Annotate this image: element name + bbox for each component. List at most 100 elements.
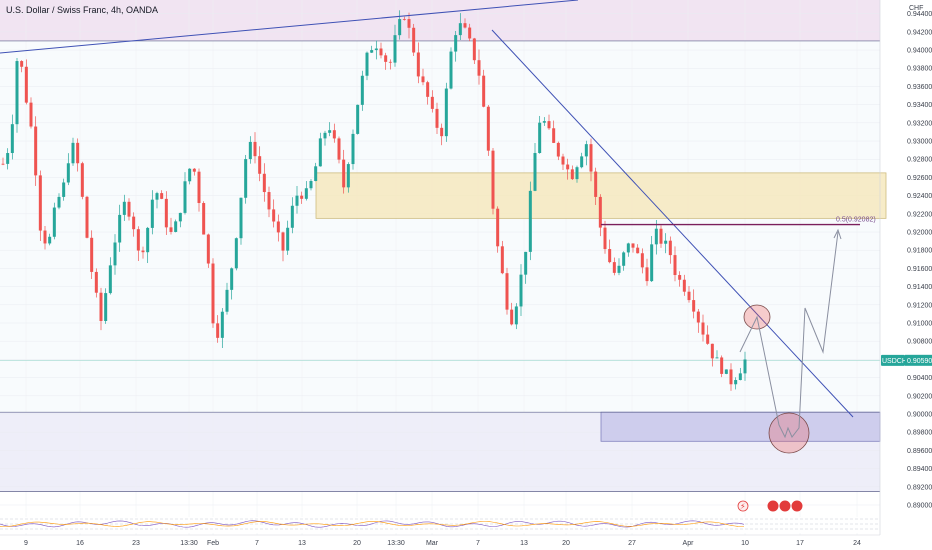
candle-body [552, 128, 556, 143]
time-tick-label: 13:30 [180, 540, 198, 547]
candle-body [402, 19, 406, 20]
candle-body [673, 255, 677, 276]
time-tick-label: 13:30 [387, 540, 405, 547]
candle-body [248, 141, 252, 160]
candle-body [253, 141, 257, 157]
candle-body [216, 323, 220, 338]
candle-body [491, 150, 495, 209]
candle-body [267, 192, 271, 210]
candle-body [356, 104, 360, 134]
candle-body [141, 250, 145, 253]
candle-body [430, 96, 434, 109]
candle-body [374, 48, 378, 51]
candle-body [538, 122, 542, 154]
candle-body [220, 311, 224, 338]
time-tick-label: 7 [255, 540, 259, 547]
price-tick-label: 0.92600 [907, 175, 932, 182]
candle-body [636, 247, 640, 254]
candle-body [650, 244, 654, 282]
candle-body [318, 138, 322, 167]
price-tick-label: 0.90000 [907, 412, 932, 419]
candle-body [598, 196, 602, 228]
price-tick-label: 0.91200 [907, 302, 932, 309]
candle-body [295, 195, 299, 206]
candle-body [365, 52, 369, 76]
time-tick-label: 23 [132, 540, 140, 547]
candle-body [510, 309, 514, 325]
candle-body [188, 168, 192, 182]
candle-body [570, 169, 574, 180]
candle-body [421, 76, 425, 83]
candle-body [80, 163, 84, 197]
candle-body [458, 23, 462, 36]
price-tick-label: 0.89600 [907, 448, 932, 455]
descending-trendline [491, 29, 854, 418]
mid-band [0, 40, 880, 413]
price-tick-label: 0.92400 [907, 193, 932, 200]
candle-body [258, 156, 262, 174]
ascending-trendline [0, 0, 579, 54]
candle-body [463, 23, 467, 28]
candle-body [580, 156, 584, 168]
price-tick-label: 0.94200 [907, 29, 932, 36]
candle-body [706, 334, 710, 344]
currency-label: CHF [909, 5, 923, 12]
candle-body [608, 249, 612, 263]
candle-body [696, 311, 700, 323]
candle-body [183, 181, 187, 213]
candle-body [281, 232, 285, 251]
candle-body [29, 102, 33, 127]
candle-body [575, 167, 579, 180]
candle-body [692, 300, 696, 312]
time-tick-label: 24 [853, 540, 861, 547]
candle-body [682, 279, 686, 292]
axis-background [880, 0, 932, 550]
price-tick-label: 0.89000 [907, 502, 932, 509]
time-tick-label: 27 [628, 540, 636, 547]
candle-body [90, 237, 94, 272]
candle-body [118, 214, 122, 243]
price-tick-label: 0.93200 [907, 120, 932, 127]
current-price-text: 0.90590 [907, 358, 932, 365]
upper-band [0, 0, 880, 41]
symbol-badge [881, 354, 905, 366]
demand-zone [600, 411, 881, 442]
candle-body [286, 227, 290, 251]
candle-body [234, 238, 238, 269]
projected-path [739, 231, 839, 439]
candle-body [454, 35, 458, 52]
candle-body [300, 195, 304, 199]
candle-body [346, 164, 350, 188]
time-axis[interactable]: 9 16 23 13:30 Feb 7 13 20 13:30 Mar 7 13 20 27 Apr 10 17… [0, 534, 880, 550]
candle-body [472, 38, 476, 61]
candle-body [449, 51, 453, 89]
price-tick-label: 0.90400 [907, 375, 932, 382]
candle-body [52, 207, 56, 237]
time-tick-label: 13 [520, 540, 528, 547]
candle-body [622, 252, 626, 266]
candle-body [738, 373, 742, 381]
candles [1, 10, 747, 391]
chart-title: U.S. Dollar / Swiss Franc, 4h, OANDA [6, 5, 159, 15]
candle-body [332, 130, 336, 139]
lightning-icon: ⚡ [740, 502, 746, 511]
candle-body [477, 60, 481, 76]
candle-body [94, 271, 98, 293]
time-tick-label: Feb [207, 540, 219, 547]
candle-body [687, 291, 691, 301]
price-tick-label: 0.93600 [907, 84, 932, 91]
candle-body [659, 228, 663, 244]
candle-body [556, 142, 560, 157]
price-tick-label: 0.91800 [907, 248, 932, 255]
candle-body [127, 201, 131, 217]
candle-body [71, 142, 75, 164]
candle-body [108, 265, 112, 294]
price-tick-label: 0.91400 [907, 284, 932, 291]
candle-body [197, 171, 201, 204]
candle-body [178, 212, 182, 222]
candle-body [48, 236, 52, 244]
candle-body [174, 221, 178, 232]
